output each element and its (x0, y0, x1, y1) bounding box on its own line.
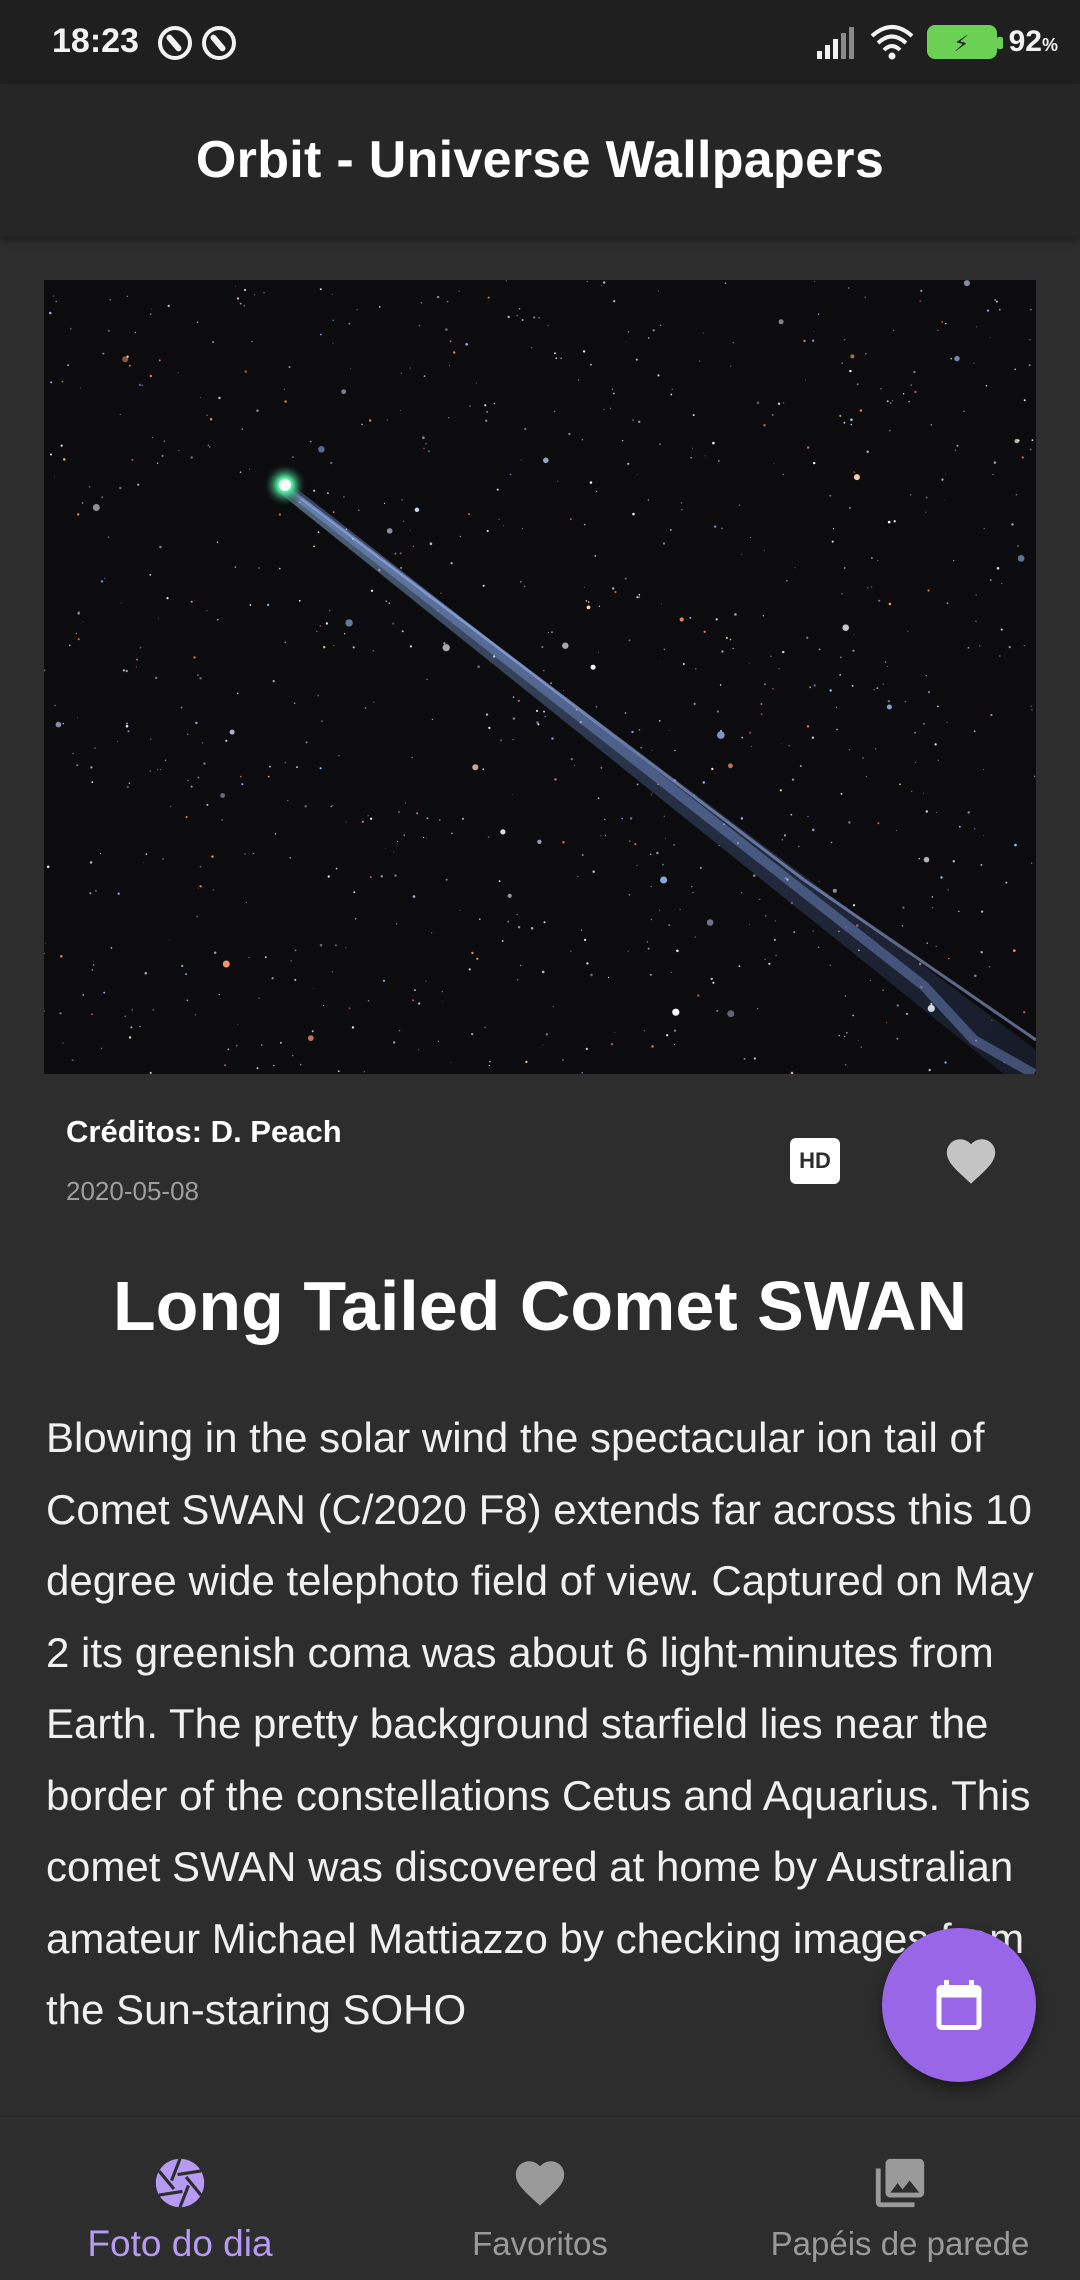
nav-item-foto-do-dia[interactable]: Foto do dia (0, 2119, 360, 2280)
nav-item-favoritos[interactable]: Favoritos (360, 2119, 720, 2280)
favorite-heart-icon[interactable] (940, 1132, 1002, 1190)
photo-of-the-day[interactable] (44, 280, 1036, 1074)
aperture-icon (148, 2151, 212, 2215)
nav-label-papeis-de-parede: Papéis de parede (770, 2225, 1030, 2262)
status-right-group: ⚡ 92% (815, 24, 1058, 60)
signal-icon (816, 27, 854, 59)
photo-description: Blowing in the solar wind the spectacula… (46, 1414, 1034, 2033)
status-notification-icons (158, 26, 236, 60)
battery-percent: 92% (1008, 25, 1058, 58)
calendar-fab-button[interactable] (882, 1928, 1036, 2082)
photo-credits: Créditos: D. Peach (66, 1114, 342, 1149)
nav-label-favoritos: Favoritos (472, 2225, 608, 2262)
notification-a-icon (158, 26, 192, 60)
hd-download-button[interactable]: HD (790, 1138, 840, 1184)
hd-icon: HD (799, 1148, 831, 1173)
photo-date: 2020-05-08 (66, 1176, 199, 1206)
wifi-icon (870, 25, 913, 60)
calendar-icon (936, 1980, 982, 2030)
battery-charging-icon: ⚡ (926, 25, 1003, 59)
status-time: 18:23 (52, 22, 139, 60)
nav-label-foto-do-dia: Foto do dia (87, 2223, 273, 2264)
bottom-navigation: Foto do dia Favoritos Papéis de parede (0, 2118, 1080, 2280)
comet-image (44, 280, 1036, 1074)
nav-item-papeis-de-parede[interactable]: Papéis de parede (720, 2119, 1080, 2280)
heart-icon (508, 2151, 572, 2215)
app-bar: Orbit - Universe Wallpapers (0, 84, 1080, 236)
app-title: Orbit - Universe Wallpapers (195, 131, 885, 189)
notification-b-icon (202, 26, 236, 60)
status-bar: 18:23 ⚡ 92% (0, 0, 1080, 84)
photo-library-icon (868, 2151, 932, 2215)
photo-title: Long Tailed Comet SWAN (112, 1267, 968, 1345)
